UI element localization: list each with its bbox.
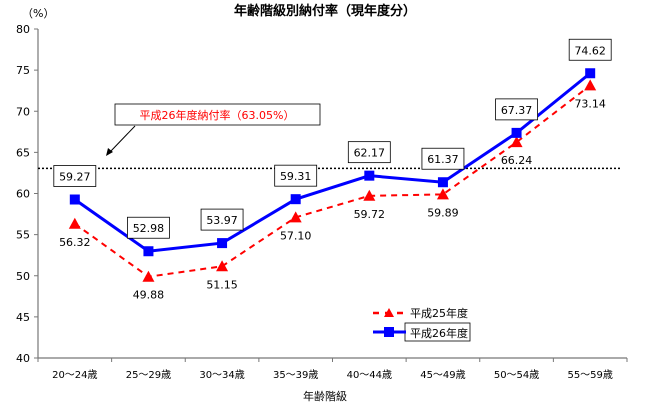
x-tick-label: 30～34歳 xyxy=(199,369,244,381)
data-label: 49.88 xyxy=(133,289,165,302)
data-label-box xyxy=(53,165,97,187)
legend-marker-triangle xyxy=(384,308,394,317)
data-label: 59.89 xyxy=(427,206,459,219)
data-label: 66.24 xyxy=(501,154,533,167)
x-tick-label: 45～49歳 xyxy=(420,369,465,381)
data-point-square xyxy=(511,127,522,138)
data-point-triangle xyxy=(363,189,376,201)
data-label-box xyxy=(127,216,170,239)
data-label: 61.37 xyxy=(427,153,459,166)
data-label: 51.15 xyxy=(206,278,238,291)
data-label: 56.32 xyxy=(59,236,91,249)
data-label-box xyxy=(495,98,538,121)
data-label-box xyxy=(274,164,318,187)
data-label-box xyxy=(200,208,244,231)
data-label: 57.10 xyxy=(280,229,312,242)
data-point-triangle xyxy=(216,260,229,272)
y-tick-label: 45 xyxy=(16,311,30,324)
x-tick-label: 25～29歳 xyxy=(126,369,171,381)
reference-annotation-box xyxy=(114,103,321,126)
y-tick-label: 60 xyxy=(16,188,30,201)
x-tick-label: 50～54歳 xyxy=(494,369,539,381)
data-label: 73.14 xyxy=(574,97,606,110)
data-point-triangle xyxy=(68,217,81,229)
x-axis-title: 年齢階級 xyxy=(303,389,347,403)
data-point-triangle xyxy=(289,211,302,223)
data-point-square xyxy=(290,194,301,205)
series-line-1 xyxy=(74,84,591,278)
data-point-square xyxy=(143,246,154,257)
y-tick-label: 55 xyxy=(16,229,30,242)
data-label-box xyxy=(568,38,612,61)
series-line-2 xyxy=(73,72,592,253)
data-point-triangle xyxy=(436,188,449,200)
chart-title: 年齢階級別納付率（現年度分） xyxy=(234,3,416,19)
data-label-box xyxy=(347,141,391,164)
data-point-square xyxy=(217,238,228,249)
data-label: 53.97 xyxy=(206,214,238,227)
x-tick-label: 20～24歳 xyxy=(52,369,97,381)
data-label: 62.17 xyxy=(354,147,386,160)
data-point-square xyxy=(364,170,375,181)
legend-label-h25: 平成25年度 xyxy=(410,306,468,320)
legend-label-h26: 平成26年度 xyxy=(410,326,468,340)
data-label: 59.27 xyxy=(59,171,91,184)
y-tick-label: 70 xyxy=(16,105,30,118)
legend-marker-square xyxy=(384,327,394,337)
annotation-arrow-line xyxy=(109,125,136,153)
data-label: 59.72 xyxy=(354,208,386,221)
data-point-square xyxy=(69,194,80,205)
y-tick-label: 80 xyxy=(16,23,30,36)
data-point-triangle xyxy=(142,270,155,282)
reference-annotation-label: 平成26年度納付率（63.05%） xyxy=(140,108,295,122)
y-tick-label: 75 xyxy=(16,64,30,77)
data-label: 59.31 xyxy=(280,170,312,183)
data-label-box xyxy=(421,147,465,170)
x-tick-label: 55～59歳 xyxy=(567,369,612,381)
x-tick-label: 40～44歳 xyxy=(347,369,392,381)
x-tick-label: 35～39歳 xyxy=(273,369,318,381)
annotation-arrow-head xyxy=(106,148,113,156)
data-label: 67.37 xyxy=(501,104,533,117)
y-axis-unit: （%） xyxy=(22,7,54,20)
y-tick-label: 40 xyxy=(16,352,30,365)
data-label: 74.62 xyxy=(574,44,606,57)
data-point-triangle xyxy=(510,136,523,148)
data-point-square xyxy=(437,177,448,188)
data-point-triangle xyxy=(584,79,597,91)
data-point-square xyxy=(585,68,596,79)
data-label: 52.98 xyxy=(133,222,165,235)
y-tick-label: 65 xyxy=(16,146,30,159)
y-tick-label: 50 xyxy=(16,270,30,283)
